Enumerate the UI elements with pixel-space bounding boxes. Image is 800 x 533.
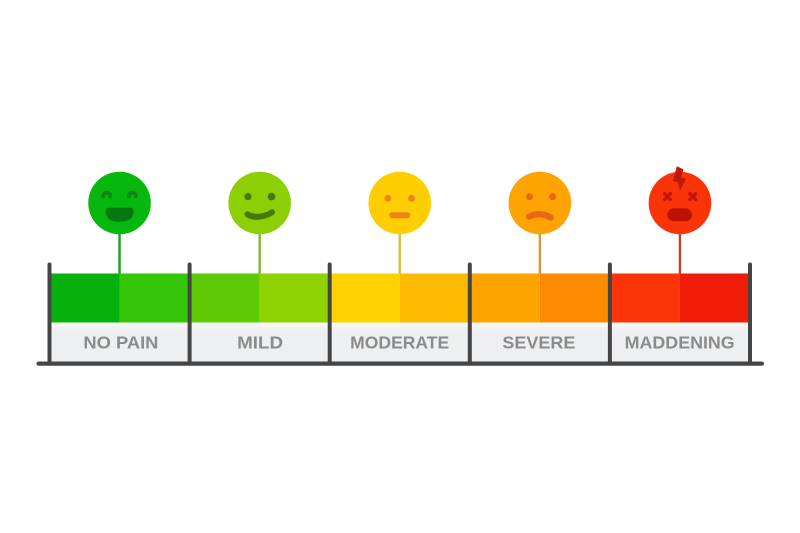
svg-text:MODERATE: MODERATE [350,333,449,353]
svg-text:MADDENING: MADDENING [625,333,735,353]
svg-text:NO PAIN: NO PAIN [83,333,158,353]
svg-text:SEVERE: SEVERE [502,333,575,353]
svg-text:MILD: MILD [237,333,283,353]
